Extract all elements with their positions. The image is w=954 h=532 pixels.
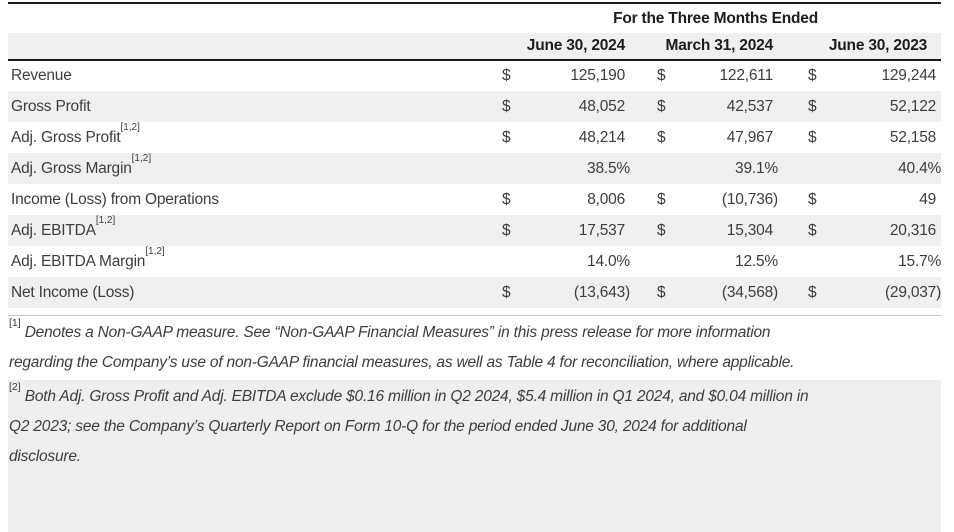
table-row: Adj. EBITDA[1,2] $17,537 $15,304 $20,316 bbox=[8, 215, 942, 246]
row-label: Gross Profit bbox=[11, 97, 91, 115]
column-header-march-31-2024: March 31, 2024 bbox=[630, 33, 778, 61]
currency-symbol: $ bbox=[657, 97, 666, 115]
currency-symbol bbox=[778, 153, 830, 184]
currency-symbol bbox=[630, 153, 680, 184]
currency-symbol bbox=[778, 246, 830, 277]
currency-symbol: $ bbox=[502, 67, 511, 84]
column-header-june-30-2024: June 30, 2024 bbox=[490, 33, 630, 61]
currency-symbol: $ bbox=[657, 283, 666, 301]
row-value: 40.4% bbox=[898, 159, 942, 177]
currency-symbol: $ bbox=[808, 283, 817, 301]
row-label: Revenue bbox=[11, 67, 72, 84]
table-row: Adj. Gross Margin[1,2] 38.5% 39.1% 40.4% bbox=[8, 153, 941, 184]
table-title-row: For the Three Months Ended bbox=[8, 3, 942, 33]
header-row-spacer bbox=[8, 33, 490, 61]
row-value: 14.0% bbox=[587, 252, 630, 270]
row-value: 8,006 bbox=[587, 190, 625, 208]
title-row-spacer bbox=[8, 3, 490, 33]
row-value: 42,537 bbox=[726, 97, 773, 115]
row-value: 52,122 bbox=[889, 97, 937, 115]
footnote-reference-superscript: [1,2] bbox=[120, 122, 140, 134]
footnote-line: regarding the Company’s use of non-GAAP … bbox=[9, 354, 795, 371]
table-row: Adj. EBITDA Margin[1,2] 14.0% 12.5% 15.7% bbox=[8, 246, 941, 277]
currency-symbol: $ bbox=[502, 221, 511, 239]
footnotes-section: [1]Denotes a Non-GAAP measure. See “Non-… bbox=[8, 316, 941, 532]
row-value: 15,304 bbox=[726, 221, 773, 239]
currency-symbol: $ bbox=[808, 190, 817, 208]
row-label: Adj. Gross Margin[1,2] bbox=[11, 153, 152, 177]
quarterly-results-table: For the Three Months Ended June 30, 2024… bbox=[8, 2, 941, 308]
footnote-line: [1]Denotes a Non-GAAP measure. See “Non-… bbox=[9, 316, 771, 341]
table-row: Gross Profit $48,052 $42,537 $52,122 bbox=[8, 91, 942, 122]
row-value: 48,052 bbox=[578, 97, 625, 115]
currency-symbol: $ bbox=[657, 128, 666, 146]
table-sheet: For the Three Months Ended June 30, 2024… bbox=[8, 2, 941, 532]
currency-symbol: $ bbox=[808, 67, 817, 84]
footnote-reference-superscript: [1,2] bbox=[145, 246, 165, 258]
currency-symbol bbox=[490, 246, 540, 277]
row-value: (34,568) bbox=[721, 283, 778, 301]
row-value: (29,037) bbox=[884, 283, 942, 301]
table-row: Revenue $125,190 $122,611 $129,244 bbox=[8, 60, 941, 91]
row-value: 129,244 bbox=[881, 67, 937, 84]
currency-symbol bbox=[630, 246, 680, 277]
row-label: Net Income (Loss) bbox=[11, 283, 135, 301]
currency-symbol: $ bbox=[808, 97, 817, 115]
row-value: 12.5% bbox=[735, 252, 778, 270]
currency-symbol: $ bbox=[657, 67, 666, 84]
currency-symbol: $ bbox=[808, 128, 817, 146]
row-value: 48,214 bbox=[578, 128, 625, 146]
footnote-reference-superscript: [1,2] bbox=[131, 153, 152, 165]
currency-symbol: $ bbox=[657, 221, 666, 239]
row-label: Adj. Gross Profit[1,2] bbox=[11, 122, 140, 146]
currency-symbol: $ bbox=[808, 221, 817, 239]
row-value: 20,316 bbox=[889, 221, 937, 239]
footnote-marker: [1] bbox=[9, 316, 21, 329]
row-label: Adj. EBITDA[1,2] bbox=[11, 215, 116, 239]
footnote-line: disclosure. bbox=[9, 448, 81, 465]
currency-symbol: $ bbox=[657, 190, 666, 208]
row-value: 122,611 bbox=[719, 67, 774, 84]
currency-symbol bbox=[490, 153, 540, 184]
press-release-financial-table: { "table": { "title": "For the Three Mon… bbox=[8, 2, 942, 532]
table-row: Adj. Gross Profit[1,2] $48,214 $47,967 $52,… bbox=[8, 122, 941, 153]
column-header-row: June 30, 2024 March 31, 2024 June 30, 20… bbox=[8, 33, 942, 61]
currency-symbol: $ bbox=[502, 97, 511, 115]
row-value: 17,537 bbox=[578, 221, 625, 239]
row-value: (13,643) bbox=[573, 283, 630, 301]
row-value: 47,967 bbox=[726, 128, 773, 146]
footnote-separator-rule bbox=[8, 315, 941, 316]
row-value: 39.1% bbox=[735, 159, 778, 177]
row-label: Income (Loss) from Operations bbox=[11, 190, 219, 208]
row-value: 52,158 bbox=[889, 128, 937, 146]
row-value: (10,736) bbox=[721, 190, 778, 208]
table-row: Income (Loss) from Operations $8,006 $ (10,… bbox=[8, 184, 941, 215]
footnote-reference-superscript: [1,2] bbox=[95, 215, 116, 227]
row-value: 49 bbox=[919, 190, 937, 208]
row-label: Adj. EBITDA Margin[1,2] bbox=[11, 246, 165, 270]
currency-symbol: $ bbox=[502, 190, 511, 208]
row-value: 15.7% bbox=[898, 252, 942, 270]
footnote-line: [2]Both Adj. Gross Profit and Adj. EBITD… bbox=[9, 380, 809, 405]
row-value: 125,190 bbox=[570, 67, 625, 84]
footnote-2: [2]Both Adj. Gross Profit and Adj. EBITD… bbox=[8, 380, 941, 532]
currency-symbol: $ bbox=[502, 128, 511, 146]
table-title: For the Three Months Ended bbox=[490, 3, 942, 33]
table-row: Net Income (Loss) $ (13,643) $ (34,568) $ (29,… bbox=[8, 277, 941, 308]
column-header-june-30-2023: June 30, 2023 bbox=[778, 33, 942, 61]
currency-symbol: $ bbox=[502, 283, 511, 301]
footnote-line: Q2 2023; see the Company’s Quarterly Rep… bbox=[9, 418, 747, 435]
footnote-1: [1]Denotes a Non-GAAP measure. See “Non-… bbox=[8, 316, 941, 380]
footnote-marker: [2] bbox=[9, 380, 21, 393]
row-value: 38.5% bbox=[587, 159, 630, 177]
